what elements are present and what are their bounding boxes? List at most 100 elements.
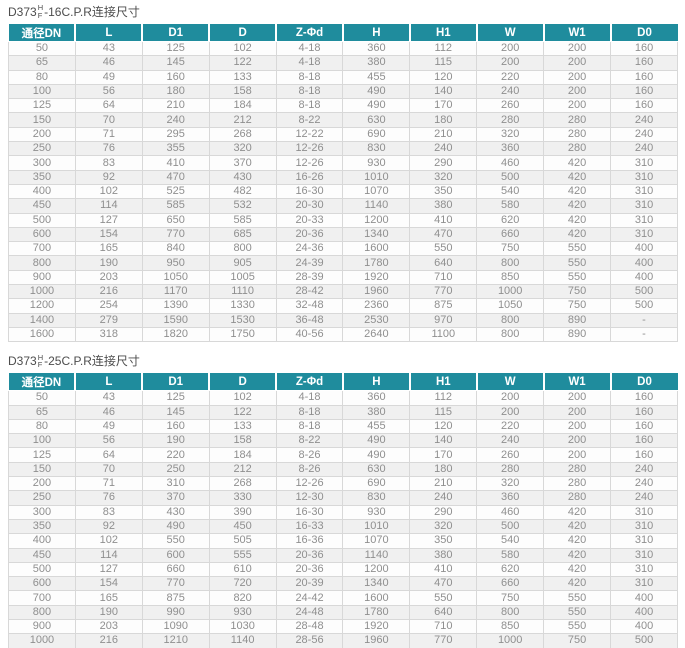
table-cell: 184 bbox=[208, 447, 277, 463]
table-row: 1600 318 1820 1750 40-56 2640 1100 800 890- bbox=[8, 326, 678, 343]
table-row: 50 43 125 102 4-18 360 112 200 200 160 bbox=[8, 40, 678, 57]
table-cell: 125 bbox=[8, 98, 76, 114]
table-cell: 20-30 bbox=[275, 198, 344, 214]
table-cell: 500 bbox=[8, 212, 76, 228]
table-cell: 32-48 bbox=[275, 298, 344, 314]
table-cell: 200 bbox=[476, 404, 545, 420]
table-cell: 455 bbox=[342, 418, 411, 435]
table-cell: 400 bbox=[8, 533, 76, 549]
table-row: 600 154 770 720 20-39 1340 470 660 420 310 bbox=[8, 576, 678, 592]
table-cell: 92 bbox=[74, 518, 143, 535]
table-cell: 1820 bbox=[141, 326, 210, 343]
table-cell: 115 bbox=[409, 404, 478, 420]
table-cell: 220 bbox=[141, 447, 210, 463]
table-cell: 580 bbox=[476, 547, 545, 563]
table-cell: 1090 bbox=[141, 618, 210, 635]
table-cell: 1340 bbox=[342, 226, 411, 243]
table-cell: 240 bbox=[610, 490, 678, 506]
table-cell: 56 bbox=[74, 433, 143, 449]
table-cell: 200 bbox=[476, 390, 545, 406]
table-cell: 685 bbox=[208, 226, 277, 243]
table-cell: 450 bbox=[208, 518, 277, 535]
table-cell: 28-48 bbox=[275, 618, 344, 635]
table-title-pn25: D373 H F -25C.P.R连接尺寸 bbox=[8, 353, 678, 370]
table-cell: 500 bbox=[8, 561, 76, 578]
table-cell: 154 bbox=[74, 226, 143, 243]
table-cell: 125 bbox=[141, 40, 210, 57]
table-cell: 400 bbox=[610, 269, 678, 286]
table-cell: 380 bbox=[342, 55, 411, 71]
table-row: 800 190 990 930 24-48 1780 640 800 550 400 bbox=[8, 604, 678, 620]
table-cell: 190 bbox=[141, 433, 210, 449]
table-row: 600 154 770 685 20-36 1340 470 660 420 310 bbox=[8, 226, 678, 243]
table-cell: 650 bbox=[141, 212, 210, 228]
table-cell: 930 bbox=[342, 504, 411, 520]
table-cell: 160 bbox=[141, 69, 210, 85]
table-cell: 1000 bbox=[8, 284, 76, 300]
table-cell: 16-26 bbox=[275, 169, 344, 185]
column-header: W1 bbox=[542, 24, 611, 42]
table-cell: 24-48 bbox=[275, 604, 344, 620]
table-cell: 160 bbox=[610, 98, 678, 114]
table-cell: 400 bbox=[610, 604, 678, 620]
table-cell: 49 bbox=[74, 69, 143, 85]
table-cell: 20-33 bbox=[275, 212, 344, 228]
table-cell: 76 bbox=[74, 490, 143, 506]
table-cell: 420 bbox=[543, 226, 612, 243]
table-row: 900 203 1050 1005 28-39 1920 710 850 550 400 bbox=[8, 269, 678, 286]
table-cell: 92 bbox=[74, 169, 143, 185]
column-header: L bbox=[74, 24, 143, 42]
table-cell: 200 bbox=[8, 126, 76, 143]
table-cell: 200 bbox=[476, 40, 545, 57]
table-cell: 71 bbox=[74, 476, 143, 492]
table-cell: 800 bbox=[208, 241, 277, 257]
column-header: Z-Φd bbox=[275, 24, 343, 42]
column-header: D0 bbox=[609, 373, 678, 392]
table-cell: 200 bbox=[543, 433, 612, 449]
table-cell: 500 bbox=[476, 169, 545, 185]
table-cell: 8-18 bbox=[275, 69, 344, 85]
table-cell: 1330 bbox=[208, 298, 277, 314]
table-cell: 290 bbox=[409, 504, 478, 520]
table-row: 1000 216 1170 1110 28-42 1960 770 1000 750 500 bbox=[8, 284, 678, 300]
title-suffix: -25C.P.R连接尺寸 bbox=[44, 354, 140, 369]
table-cell: 64 bbox=[74, 98, 143, 114]
table-cell: 43 bbox=[74, 40, 143, 57]
table-cell: 550 bbox=[543, 269, 612, 286]
column-header: H1 bbox=[408, 24, 477, 42]
table-row: 300 83 430 390 16-30 930 290 460 420 310 bbox=[8, 504, 678, 520]
column-header: 通径DN bbox=[8, 24, 76, 42]
table-cell: 200 bbox=[543, 447, 612, 463]
table-cell: 930 bbox=[208, 604, 277, 620]
table-cell: 550 bbox=[543, 255, 612, 271]
table-cell: 12-26 bbox=[275, 476, 344, 492]
table-cell: 210 bbox=[409, 476, 478, 492]
table-cell: 295 bbox=[141, 126, 210, 143]
table-cell: 102 bbox=[74, 533, 143, 549]
table-cell: 150 bbox=[8, 461, 76, 478]
column-header: D bbox=[208, 373, 277, 392]
table-cell: 8-18 bbox=[275, 83, 344, 100]
table-cell: 482 bbox=[208, 183, 277, 200]
table-cell: 8-26 bbox=[275, 461, 344, 478]
table-cell: 630 bbox=[342, 112, 411, 128]
table-cell: 750 bbox=[476, 241, 545, 257]
table-cell: 28-56 bbox=[275, 633, 344, 648]
table-cell: 24-42 bbox=[275, 590, 344, 606]
table-row: 400 102 550 505 16-36 1070 350 540 420 310 bbox=[8, 533, 678, 549]
table-cell: 720 bbox=[208, 576, 277, 592]
table-row: 350 92 470 430 16-26 1010 320 500 420 310 bbox=[8, 169, 678, 185]
table-cell: 280 bbox=[543, 141, 612, 157]
column-header: W1 bbox=[542, 373, 611, 392]
table-row: 400 102 525 482 16-30 1070 350 540 420 310 bbox=[8, 183, 678, 200]
table-cell: 203 bbox=[74, 618, 143, 635]
table-cell: 12-26 bbox=[275, 141, 344, 157]
table-row: 50 43 125 102 4-18 360 112 200 200 160 bbox=[8, 390, 678, 406]
table-cell: 770 bbox=[141, 226, 210, 243]
table-cell: 400 bbox=[8, 183, 76, 200]
table-cell: 102 bbox=[74, 183, 143, 200]
table-cell: 1600 bbox=[342, 590, 411, 606]
table-cell: 8-18 bbox=[275, 404, 344, 420]
model-code: D373 bbox=[8, 354, 37, 369]
